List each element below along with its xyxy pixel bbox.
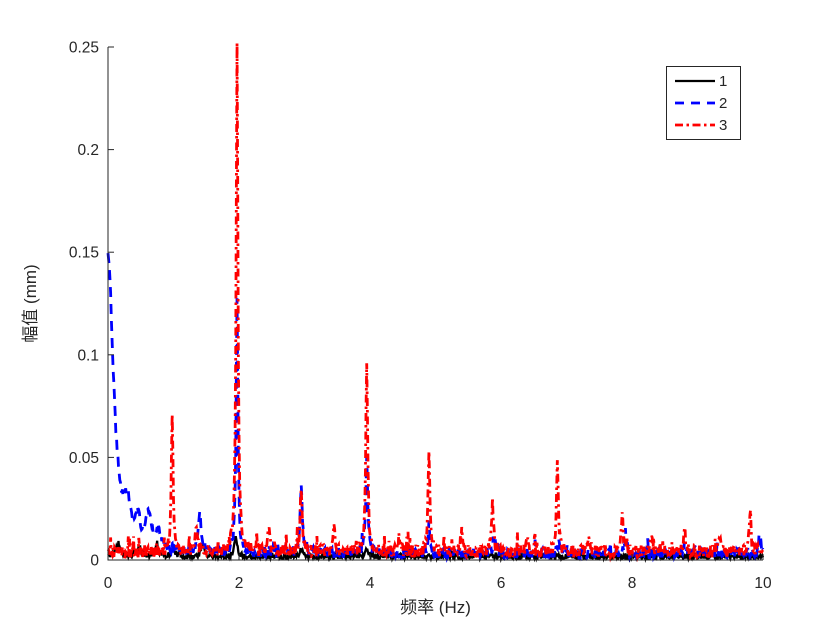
x-tick-label: 2	[235, 575, 244, 592]
x-axis-label: 频率 (Hz)	[400, 598, 471, 617]
axes-frame	[107, 47, 763, 561]
x-tick-label: 0	[104, 575, 113, 592]
legend-line-sample-2	[675, 101, 715, 105]
series-2-line	[106, 252, 765, 564]
legend: 1 2 3	[666, 66, 741, 140]
legend-label-3: 3	[719, 116, 728, 134]
legend-entry: 2	[674, 96, 736, 111]
series-3-line	[106, 42, 765, 563]
legend-entry: 3	[674, 118, 736, 133]
x-tick-label: 10	[754, 575, 772, 592]
legend-line-sample-1	[675, 79, 715, 83]
x-tick-label: 8	[628, 575, 637, 592]
y-axis-label: 幅值 (mm)	[21, 264, 40, 342]
legend-line-sample-3	[675, 123, 715, 127]
legend-label-2: 2	[719, 94, 728, 112]
x-tick-label: 6	[497, 575, 506, 592]
y-tick-label: 0.1	[77, 347, 99, 364]
y-tick-label: 0	[90, 553, 99, 570]
y-tick-label: 0.15	[69, 245, 99, 262]
y-tick-label: 0.25	[69, 40, 99, 57]
legend-entry: 1	[674, 74, 736, 89]
y-tick-label: 0.2	[77, 142, 99, 159]
x-tick-label: 4	[366, 575, 375, 592]
legend-label-1: 1	[719, 72, 728, 90]
y-tick-label: 0.05	[69, 450, 99, 467]
